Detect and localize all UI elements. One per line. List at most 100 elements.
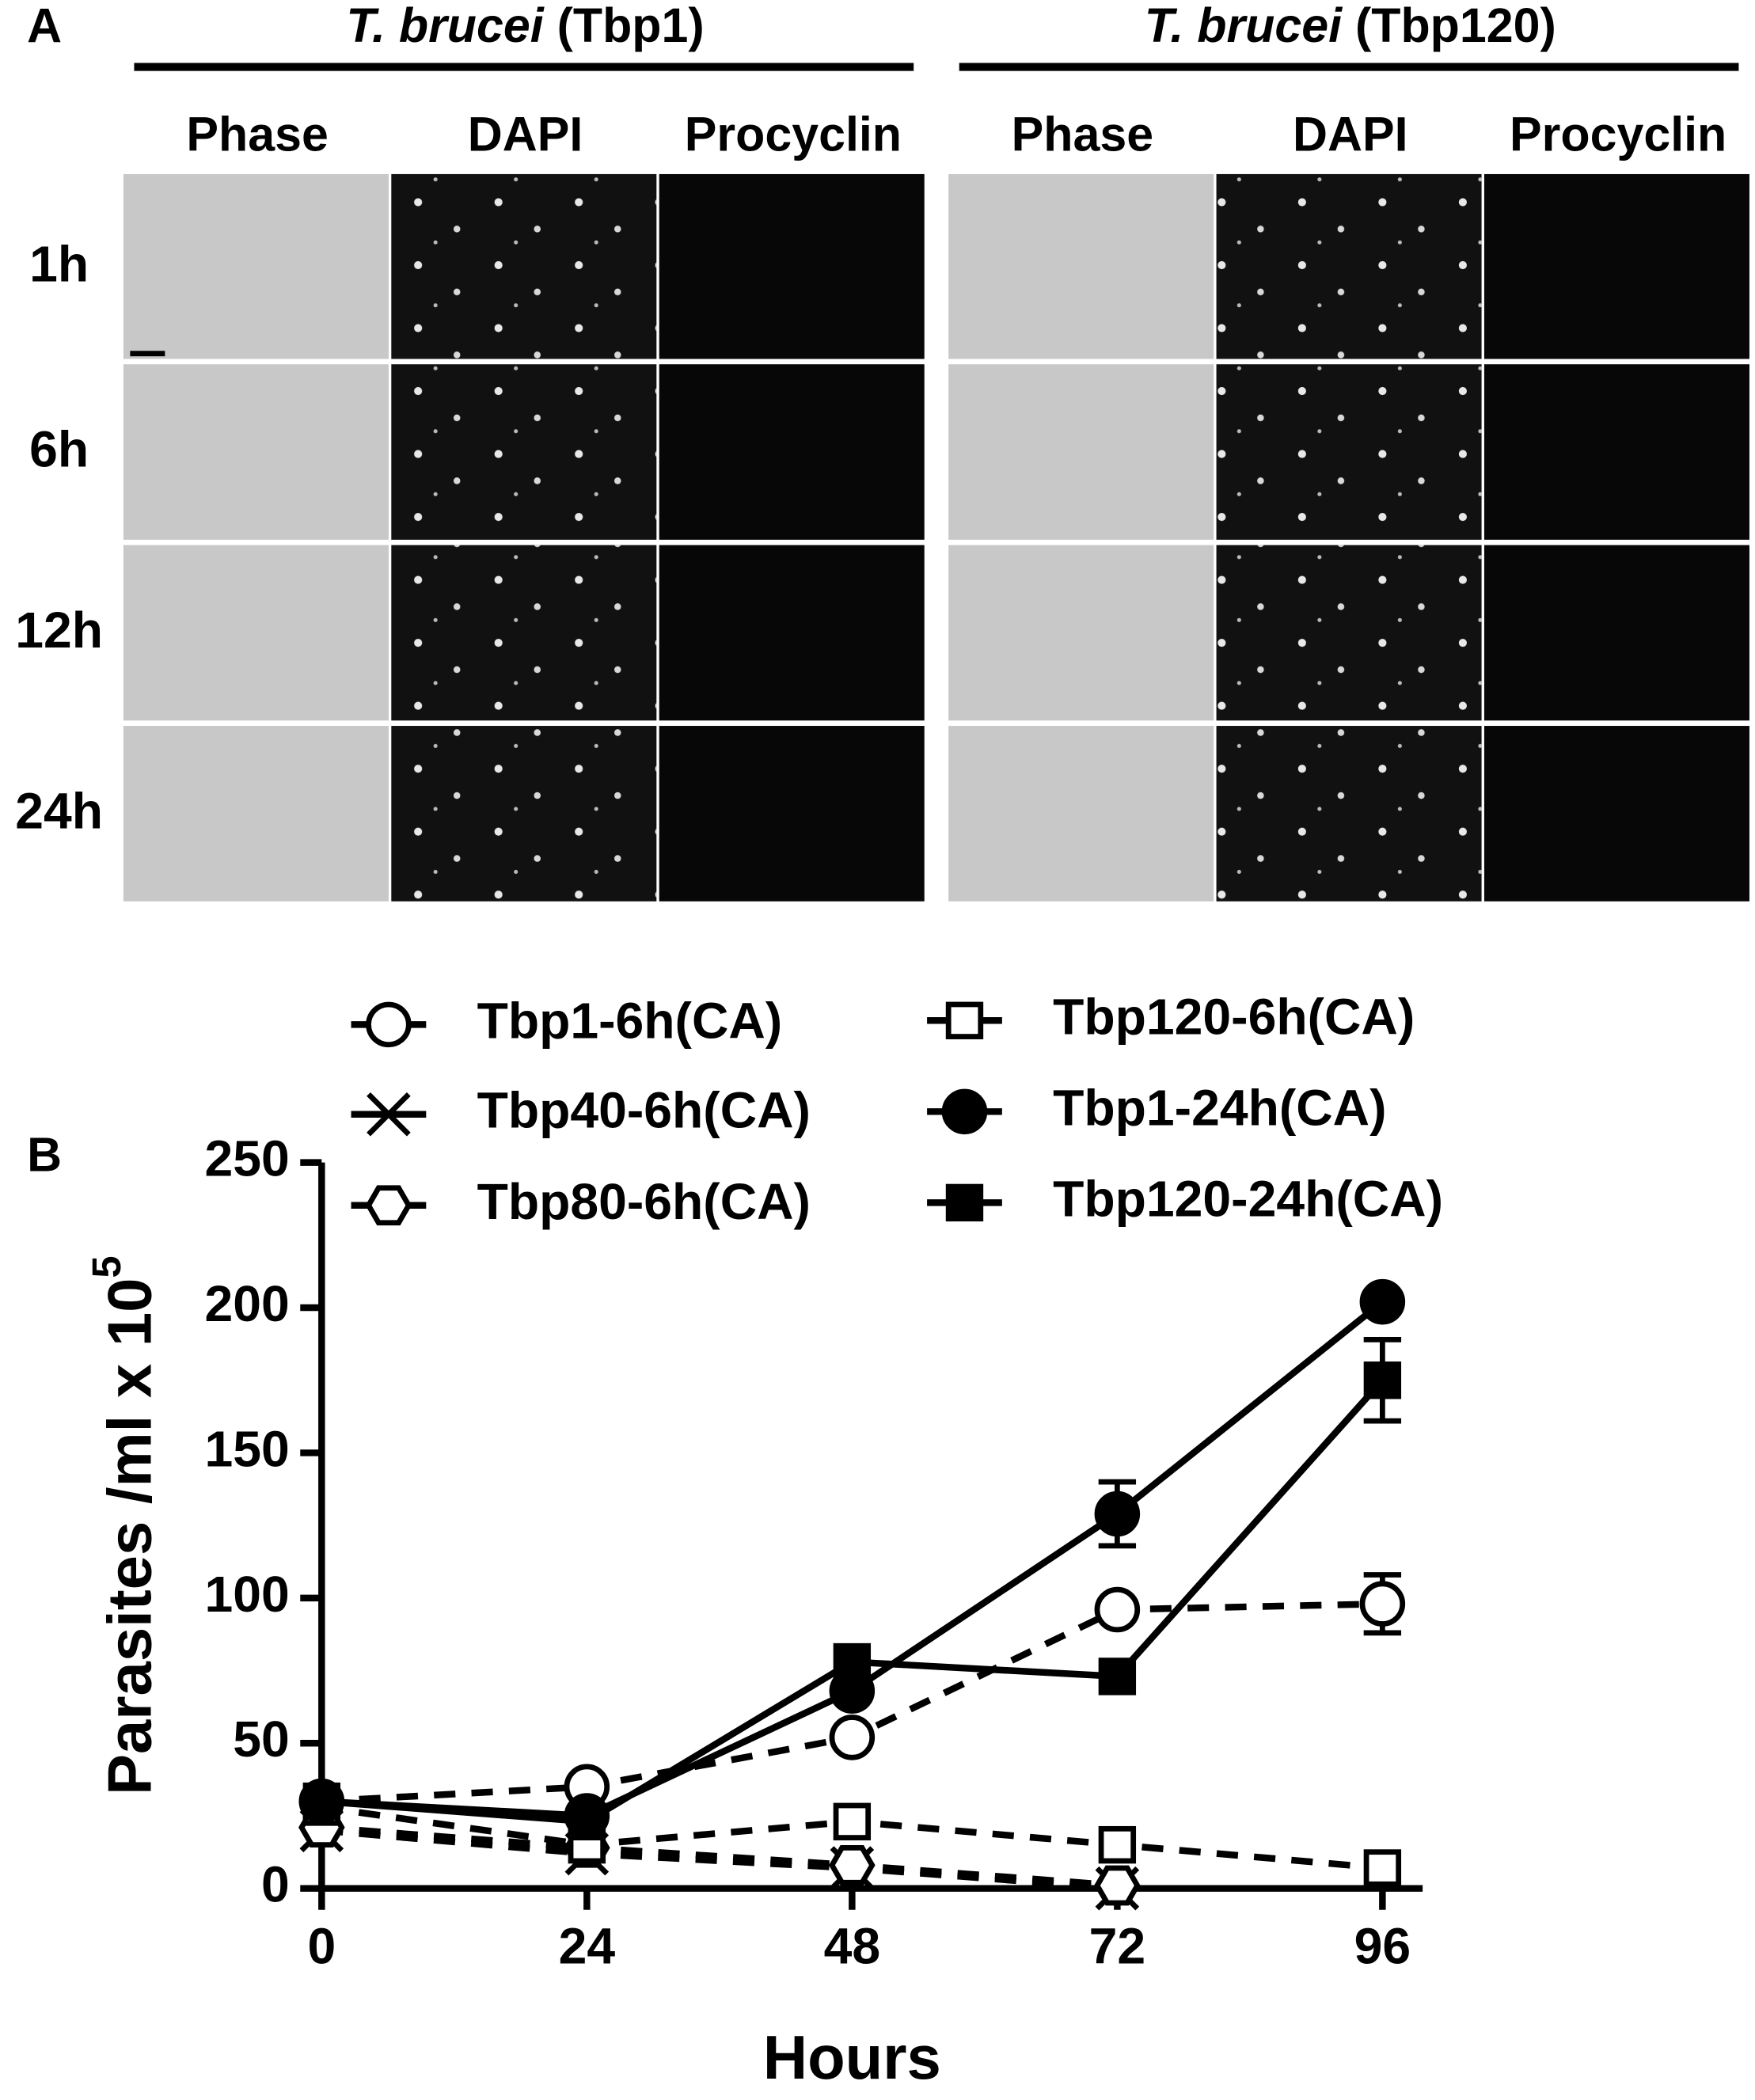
marker-shape: [1094, 1586, 1141, 1633]
x-tick-label: 48: [824, 1917, 881, 1974]
marker-shape: [1363, 1361, 1402, 1399]
row-label: 12h: [15, 602, 103, 659]
marker: [833, 1642, 872, 1681]
group-header: T. brucei (Tbp120): [1145, 0, 1556, 52]
legend-label: Tbp120-6h(CA): [1053, 988, 1415, 1045]
micrograph-signal: [1216, 173, 1482, 359]
row-label: 6h: [29, 421, 89, 478]
marker: [941, 1088, 988, 1135]
micrograph: [123, 545, 389, 721]
micrograph: [948, 173, 1214, 359]
marker-shape: [833, 1642, 872, 1681]
column-header: DAPI: [1293, 107, 1408, 161]
marker-shape: [302, 1782, 341, 1821]
row-label: 1h: [29, 235, 89, 292]
micrograph: [1483, 545, 1749, 721]
marker-shape: [1359, 1581, 1406, 1627]
column-header: DAPI: [468, 107, 583, 161]
marker-shape: [1094, 1491, 1141, 1537]
marker: [1363, 1849, 1402, 1887]
y-axis-title-sup: 5: [84, 1255, 129, 1278]
micrograph: [659, 364, 925, 540]
micrograph-signal: [1216, 726, 1482, 902]
micrograph: [123, 364, 389, 540]
marker-shape: [1098, 1825, 1137, 1864]
x-tick-label: 72: [1089, 1917, 1146, 1974]
marker-shape: [829, 1715, 876, 1760]
micrograph-signal: [1216, 364, 1482, 540]
marker: [1359, 1581, 1406, 1627]
marker: [1098, 1825, 1137, 1864]
micrograph: [659, 545, 925, 721]
marker-shape: [1359, 1278, 1406, 1325]
x-tick-label: 24: [559, 1917, 616, 1974]
species: T. brucei: [1145, 0, 1343, 52]
group-header: T. brucei (Tbp1): [346, 0, 704, 52]
marker: [829, 1715, 876, 1760]
series-line: [321, 1824, 1118, 1889]
micrograph: [1483, 173, 1749, 359]
micrograph: [659, 173, 925, 359]
column-header: Procyclin: [685, 107, 902, 161]
legend-label: Tbp80-6h(CA): [477, 1173, 811, 1230]
legend-label: Tbp120-24h(CA): [1053, 1170, 1443, 1227]
y-tick-label: 150: [204, 1420, 289, 1477]
y-tick-label: 100: [204, 1566, 289, 1623]
micrograph-signal: [1216, 545, 1482, 721]
marker: [302, 1782, 341, 1821]
marker: [945, 1001, 984, 1039]
species: T. brucei: [346, 0, 544, 52]
marker: [367, 1092, 411, 1137]
y-axis-title: Parasites /ml x 105: [84, 1255, 164, 1795]
marker-shape: [366, 1001, 412, 1048]
marker: [1094, 1491, 1141, 1537]
series-line: [321, 1827, 1118, 1892]
micrograph-signal: [391, 173, 657, 359]
marker: [366, 1001, 412, 1048]
marker-shape: [1363, 1849, 1402, 1887]
panel-b: B 0 50 100 150 200 250 0 24 48 72 96 Hours Parasites …: [27, 988, 1443, 2092]
marker-shape: [367, 1092, 411, 1137]
legend-label: Tbp40-6h(CA): [477, 1082, 811, 1139]
marker-shape: [1098, 1658, 1137, 1696]
legend-label: Tbp1-24h(CA): [1053, 1079, 1386, 1136]
panel-label: B: [27, 1128, 62, 1182]
micrograph: [948, 364, 1214, 540]
x-tick-label: 0: [307, 1917, 336, 1974]
marker-shape: [1094, 1865, 1141, 1906]
marker-shape: [365, 1185, 412, 1226]
micrograph: [123, 173, 389, 359]
micrograph: [948, 545, 1214, 721]
marker: [365, 1185, 412, 1226]
micrograph-signal: [391, 726, 657, 902]
micrograph: [948, 726, 1214, 902]
micrograph-signal: [391, 364, 657, 540]
marker: [1098, 1658, 1137, 1696]
micrograph: [1483, 726, 1749, 902]
micrograph: [123, 726, 389, 902]
marker-shape: [945, 1001, 984, 1039]
y-tick-label: 0: [261, 1856, 290, 1913]
strain: (Tbp1): [557, 0, 705, 52]
column-header: Phase: [186, 107, 328, 161]
column-header: Procyclin: [1510, 107, 1727, 161]
column-header: Phase: [1012, 107, 1153, 161]
panel-label: A: [27, 0, 62, 52]
y-axis-title-main: Parasites /ml x 10: [96, 1278, 164, 1795]
y-tick-label: 250: [204, 1130, 289, 1187]
marker: [1359, 1278, 1406, 1325]
micrograph-signal: [391, 545, 657, 721]
y-tick-label: 200: [204, 1275, 289, 1332]
marker: [833, 1802, 872, 1840]
strain: (Tbp120): [1355, 0, 1556, 52]
marker: [829, 1844, 876, 1885]
marker-shape: [829, 1844, 876, 1885]
x-tick-label: 96: [1354, 1917, 1411, 1974]
row-label: 24h: [15, 783, 103, 840]
legend-label: Tbp1-6h(CA): [477, 992, 783, 1049]
marker: [1094, 1865, 1141, 1906]
micrograph: [659, 726, 925, 902]
y-tick-label: 50: [233, 1711, 290, 1768]
